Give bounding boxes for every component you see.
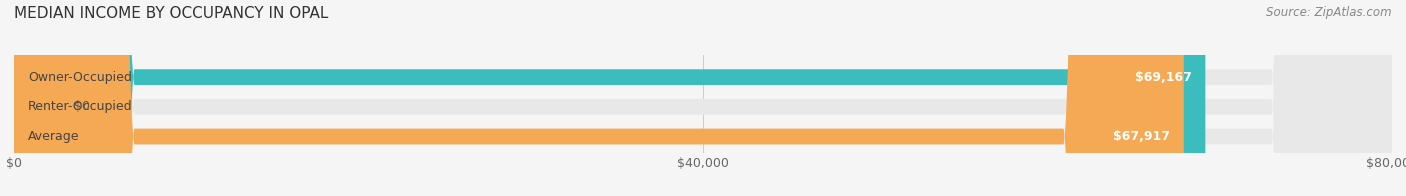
Text: $67,917: $67,917 [1114,130,1170,143]
FancyBboxPatch shape [14,0,1392,196]
Text: Renter-Occupied: Renter-Occupied [28,100,132,113]
FancyBboxPatch shape [14,0,1205,196]
Text: $69,167: $69,167 [1135,71,1191,84]
Text: Source: ZipAtlas.com: Source: ZipAtlas.com [1267,6,1392,19]
Text: Owner-Occupied: Owner-Occupied [28,71,132,84]
Text: MEDIAN INCOME BY OCCUPANCY IN OPAL: MEDIAN INCOME BY OCCUPANCY IN OPAL [14,6,329,21]
FancyBboxPatch shape [14,0,1392,196]
Text: Average: Average [28,130,79,143]
FancyBboxPatch shape [14,0,1392,196]
Text: $0: $0 [75,100,90,113]
FancyBboxPatch shape [14,0,1184,196]
